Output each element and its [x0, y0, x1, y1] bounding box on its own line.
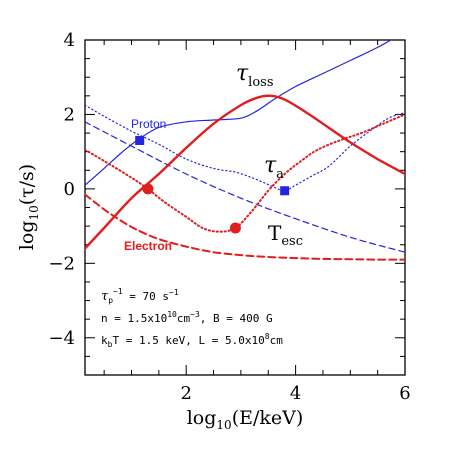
- curves: [85, 40, 405, 261]
- x-tick-label: 4: [290, 383, 301, 404]
- y-tick-label: 2: [64, 104, 75, 125]
- tau-a-label: τa: [264, 153, 284, 182]
- x-tick-label: 2: [180, 383, 191, 404]
- proton-marker: [135, 136, 145, 145]
- axis-ticks: [85, 39, 406, 376]
- x-tick-label: 6: [399, 383, 410, 404]
- y-tick-label: 0: [64, 179, 75, 200]
- annotation-line-3: kbT = 1.5 keV, L = 5.0x108cm: [101, 332, 283, 349]
- markers: [135, 136, 290, 234]
- electron-tau-a-curve: [85, 113, 405, 233]
- tau-loss-label: τloss: [236, 61, 274, 90]
- electron-t-esc-curve: [85, 193, 405, 261]
- proton-t-esc-curve: [85, 121, 405, 253]
- proton-label: Proton: [131, 117, 166, 131]
- x-axis-label: log10(E/keV): [187, 407, 304, 432]
- y-tick-label: 4: [64, 30, 75, 51]
- annotation-line-1: τp−1 = 70 s−1: [101, 287, 179, 305]
- electron-marker: [229, 222, 241, 234]
- y-axis-label: log10(τ/s): [16, 164, 41, 250]
- proton-tau-loss-curve: [85, 40, 393, 186]
- y-tick-label: −2: [48, 253, 75, 274]
- electron-tau-loss-curve: [85, 94, 405, 250]
- t-esc-label: Tesc: [268, 221, 303, 249]
- electron-label: Electron: [124, 239, 172, 253]
- annotation-line-2: n = 1.5x1010cm−3, B = 400 G: [101, 310, 273, 325]
- axis-tick-labels: 2 4 6 −4 −2 0 2 4: [48, 30, 410, 404]
- electron-marker: [142, 183, 154, 195]
- proton-marker: [280, 186, 290, 196]
- y-tick-label: −4: [48, 328, 75, 349]
